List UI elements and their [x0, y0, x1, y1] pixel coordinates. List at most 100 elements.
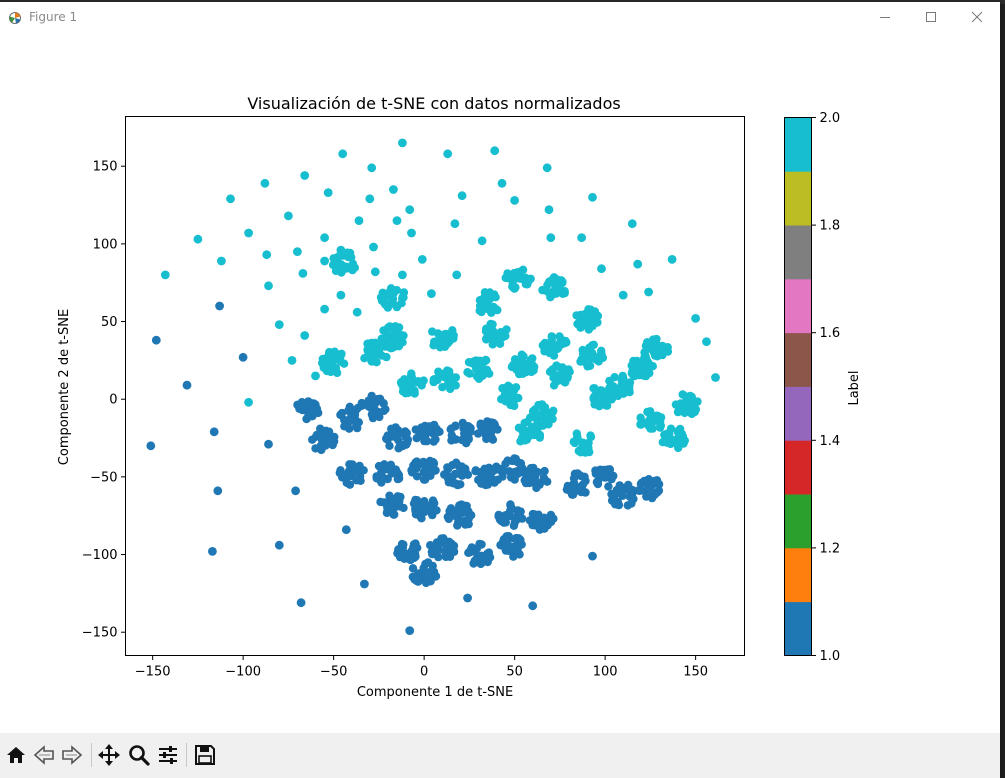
- navigation-toolbar: [0, 733, 1000, 778]
- scatter-point: [417, 255, 427, 264]
- figure-canvas[interactable]: Visualización de t-SNE con datos normali…: [0, 32, 1000, 732]
- title-bar[interactable]: Figure 1: [0, 2, 1000, 32]
- scatter-point: [260, 178, 270, 188]
- configure-subplots-button[interactable]: [155, 741, 181, 769]
- colorbar-tick-label: 1.6: [820, 326, 841, 341]
- cluster-point: [625, 388, 634, 397]
- points-layer: [146, 138, 720, 635]
- cluster-point: [432, 506, 441, 515]
- forward-button[interactable]: [59, 741, 85, 769]
- scatter-point: [691, 314, 700, 323]
- cluster-point: [456, 518, 465, 527]
- cluster-point: [624, 480, 633, 490]
- cluster-point: [448, 461, 457, 470]
- pan-button[interactable]: [96, 741, 122, 769]
- cluster-point: [395, 552, 405, 562]
- scatter-point: [463, 593, 472, 603]
- maximize-button[interactable]: [908, 2, 954, 32]
- cluster-point: [495, 339, 505, 348]
- cluster-point: [337, 265, 346, 274]
- scatter-point: [291, 486, 300, 496]
- cluster-point: [600, 473, 610, 482]
- cluster-point: [377, 478, 386, 487]
- cluster-point: [541, 417, 551, 426]
- cluster-point: [505, 272, 514, 281]
- cluster-point: [365, 351, 374, 361]
- cluster-point: [384, 323, 393, 332]
- cluster-point: [483, 428, 492, 437]
- home-button[interactable]: [3, 741, 29, 769]
- colorbar-segment: [784, 225, 812, 280]
- y-tick-label: 100: [93, 237, 118, 252]
- cluster-point: [529, 430, 539, 440]
- cluster-point: [394, 342, 404, 351]
- cluster-point: [554, 281, 563, 290]
- zoom-button[interactable]: [126, 741, 152, 769]
- cluster-point: [534, 400, 543, 410]
- cluster-point: [402, 428, 411, 438]
- scatter-point: [398, 270, 407, 280]
- scatter-point: [244, 397, 254, 407]
- cluster-point: [324, 427, 334, 436]
- scatter-point: [264, 439, 273, 449]
- cluster-point: [516, 535, 525, 544]
- scatter-point: [287, 356, 297, 365]
- scatter-point: [320, 256, 329, 266]
- cluster-point: [430, 543, 440, 553]
- scatter-point: [457, 191, 467, 201]
- scatter-point: [597, 264, 606, 274]
- scatter-point: [300, 171, 310, 180]
- minimize-icon: [880, 17, 890, 18]
- scatter-point: [389, 185, 398, 194]
- cluster-point: [464, 435, 473, 444]
- save-button[interactable]: [192, 741, 218, 769]
- colorbar-tick-label: 1.2: [820, 541, 841, 556]
- cluster-point: [524, 274, 533, 284]
- scatter-point: [209, 427, 219, 437]
- cluster-point: [471, 556, 480, 565]
- scatter-point: [160, 270, 170, 280]
- cluster-point: [516, 267, 525, 276]
- scatter-point: [627, 219, 637, 229]
- cluster-point: [666, 439, 675, 449]
- scatter-point: [182, 380, 192, 390]
- cluster-point: [453, 469, 462, 478]
- cluster-point: [515, 550, 524, 559]
- y-tick-label: 150: [93, 160, 118, 175]
- cluster-point: [465, 548, 475, 557]
- cluster-point: [440, 342, 450, 351]
- scatter-point: [311, 371, 320, 381]
- scatter-point: [293, 247, 302, 256]
- cluster-point: [412, 434, 421, 443]
- cluster-point: [602, 401, 612, 410]
- cluster-point: [672, 440, 682, 449]
- cluster-point: [608, 492, 617, 501]
- cluster-point: [399, 503, 408, 513]
- cluster-point: [589, 394, 598, 404]
- back-button[interactable]: [31, 741, 57, 769]
- cluster-point: [408, 564, 418, 573]
- cluster-point: [352, 476, 361, 485]
- scatter-point: [450, 219, 460, 229]
- colorbar-tick-label: 2.0: [820, 111, 841, 126]
- scatter-point: [490, 146, 500, 156]
- x-tick-label: −150: [135, 665, 171, 680]
- cluster-point: [403, 435, 413, 444]
- scatter-point: [323, 188, 333, 198]
- scatter-point: [367, 163, 377, 173]
- cluster-point: [692, 397, 702, 406]
- minimize-button[interactable]: [862, 2, 908, 32]
- cluster-point: [656, 421, 665, 430]
- close-button[interactable]: [954, 2, 1000, 32]
- cluster-point: [627, 499, 636, 508]
- cluster-point: [634, 368, 643, 378]
- cluster-point: [412, 472, 422, 481]
- cluster-point: [653, 352, 662, 361]
- scatter-point: [392, 216, 402, 226]
- cluster-point: [558, 363, 567, 372]
- scatter-point: [398, 138, 407, 148]
- cluster-point: [498, 333, 507, 342]
- cluster-point: [482, 335, 491, 344]
- cluster-point: [347, 409, 356, 418]
- cluster-point: [678, 390, 687, 399]
